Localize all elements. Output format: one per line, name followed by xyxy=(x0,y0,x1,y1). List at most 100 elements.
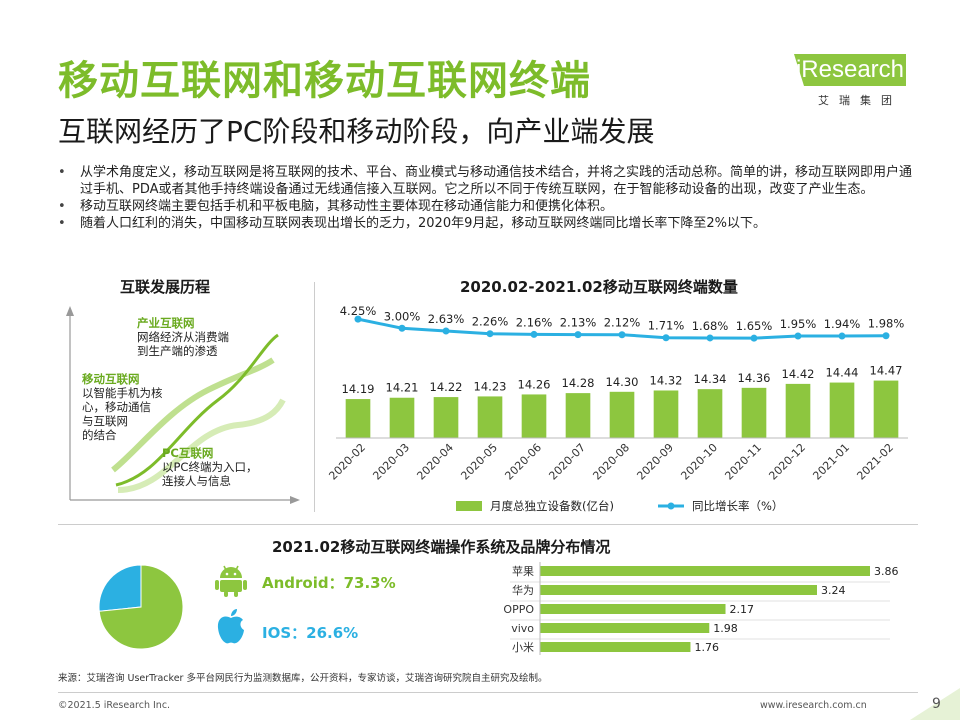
growth-value-label: 1.94% xyxy=(824,317,861,331)
stage-desc: 以PC终端为入口， xyxy=(162,460,258,474)
website-link: www.iresearch.com.cn xyxy=(760,700,867,711)
growth-value-label: 2.16% xyxy=(516,315,553,329)
brand-label: 苹果 xyxy=(512,564,534,578)
stage-desc: 的结合 xyxy=(82,428,117,442)
bar-value-label: 14.30 xyxy=(606,375,639,389)
bar-value-label: 14.22 xyxy=(430,380,463,394)
footer-divider xyxy=(58,692,918,693)
bullet-item: 随着人口红利的消失，中国移动互联网表现出增长的乏力，2020年9月起，移动互联网… xyxy=(58,215,918,232)
os-pie-chart xyxy=(98,564,184,650)
stage-desc: 以智能手机为核 xyxy=(82,386,163,400)
apple-icon xyxy=(217,609,244,644)
x-tick-label: 2021-02 xyxy=(854,441,896,483)
growth-value-label: 1.71% xyxy=(648,319,685,333)
x-tick-label: 2020-06 xyxy=(502,441,544,483)
os-chart-title: 2021.02移动互联网终端操作系统及品牌分布情况 xyxy=(272,538,611,556)
page-number: 9 xyxy=(932,696,941,712)
growth-value-label: 1.98% xyxy=(868,317,905,331)
horizontal-divider xyxy=(58,524,918,525)
x-tick-label: 2020-09 xyxy=(634,441,676,483)
growth-point xyxy=(706,334,714,342)
x-tick-label: 2020-07 xyxy=(546,441,588,483)
stage-desc: 心，移动通信 xyxy=(82,400,151,414)
bar-value-label: 14.21 xyxy=(386,381,419,395)
page-corner-decoration xyxy=(910,688,960,720)
history-y-arrow xyxy=(66,306,74,316)
stage-name: 移动互联网 xyxy=(82,372,140,386)
growth-point xyxy=(882,332,890,340)
brand-value-label: 3.24 xyxy=(821,584,846,597)
stage-name: 产业互联网 xyxy=(137,316,195,330)
bar-value-label: 14.26 xyxy=(518,377,551,391)
x-tick-label: 2020-12 xyxy=(766,441,808,483)
growth-point xyxy=(530,330,538,338)
x-tick-label: 2020-03 xyxy=(370,441,412,483)
stage-name: PC互联网 xyxy=(162,446,214,460)
logo-subtext: 艾瑞集团 xyxy=(818,94,902,107)
bar xyxy=(345,399,371,438)
x-tick-label: 2020-10 xyxy=(678,441,720,483)
brand-bar xyxy=(540,585,817,595)
bar xyxy=(741,387,767,438)
stage-desc: 连接人与信息 xyxy=(162,474,231,488)
brand-value-label: 1.98 xyxy=(713,622,738,635)
pie-slice-ios xyxy=(98,564,142,612)
x-tick-label: 2020-11 xyxy=(722,441,764,483)
brand-label: OPPO xyxy=(503,603,534,616)
growth-value-label: 2.12% xyxy=(604,316,641,330)
bar-value-label: 14.19 xyxy=(342,382,375,396)
bar xyxy=(873,380,899,438)
bar-value-label: 14.34 xyxy=(694,372,727,386)
android-share-label: Android：73.3% xyxy=(262,574,396,592)
bar-value-label: 14.44 xyxy=(826,366,859,380)
history-x-arrow xyxy=(290,496,300,504)
growth-value-label: 1.65% xyxy=(736,319,773,333)
copyright: ©2021.5 iResearch Inc. xyxy=(58,700,171,711)
brand-value-label: 2.17 xyxy=(730,603,755,616)
growth-point xyxy=(838,332,846,340)
brand-value-label: 1.76 xyxy=(694,641,719,654)
bar xyxy=(433,397,459,438)
history-stage-pc: PC互联网 以PC终端为入口， 连接人与信息 xyxy=(162,446,257,488)
bar xyxy=(653,390,679,438)
ios-share-label: IOS：26.6% xyxy=(262,624,359,642)
growth-point xyxy=(398,324,406,332)
x-tick-label: 2020-04 xyxy=(414,441,456,483)
bar-value-label: 14.42 xyxy=(782,367,815,381)
device-count-chart: 14.19 4.25% 2020-02 14.21 3.00% 2020-03 14.22 2… xyxy=(326,304,908,513)
bullet-list: 从学术角度定义，移动互联网是将互联网的技术、平台、商业模式与移动通信技术结合，并… xyxy=(58,164,918,232)
device-chart-title: 2020.02-2021.02移动互联网终端数量 xyxy=(460,278,738,296)
logo-word: iResearch xyxy=(795,56,904,83)
brand-bar xyxy=(540,623,710,633)
stage-desc: 到生产端的渗透 xyxy=(137,344,218,358)
brand-bar xyxy=(540,604,726,614)
vertical-divider xyxy=(314,282,315,512)
brand-value-label: 3.86 xyxy=(874,565,899,578)
growth-point xyxy=(662,334,670,342)
brand-bar-chart: 苹果 3.86 华为 3.24 OPPO 2.17 vivo 1.98 小米 1.76 xyxy=(503,562,899,655)
growth-value-label: 2.26% xyxy=(472,315,509,329)
bar xyxy=(609,391,635,438)
legend-bar-label: 月度总独立设备数(亿台) xyxy=(490,499,614,513)
bar xyxy=(829,382,855,438)
growth-value-label: 1.95% xyxy=(780,317,817,331)
bar xyxy=(521,394,547,438)
growth-value-label: 2.13% xyxy=(560,316,597,330)
growth-point xyxy=(486,330,494,338)
brand-label: vivo xyxy=(511,622,534,635)
x-tick-label: 2021-01 xyxy=(810,441,852,483)
x-tick-label: 2020-08 xyxy=(590,441,632,483)
growth-point xyxy=(618,331,626,339)
history-diagram xyxy=(66,306,300,504)
bar-value-label: 14.23 xyxy=(474,379,507,393)
history-curve-pc xyxy=(117,398,286,493)
history-title: 互联发展历程 xyxy=(120,278,211,296)
legend-line-label: 同比增长率（%） xyxy=(692,499,783,513)
history-stage-industry: 产业互联网 网络经济从消费端 到生产端的渗透 xyxy=(137,316,229,358)
bullet-item: 移动互联网终端主要包括手机和平板电脑，其移动性主要体现在移动通信能力和便携化体积… xyxy=(58,198,918,215)
growth-value-label: 2.63% xyxy=(428,312,465,326)
android-icon xyxy=(215,565,247,597)
growth-value-label: 1.68% xyxy=(692,319,729,333)
growth-value-label: 3.00% xyxy=(384,309,421,323)
growth-point xyxy=(354,315,362,323)
